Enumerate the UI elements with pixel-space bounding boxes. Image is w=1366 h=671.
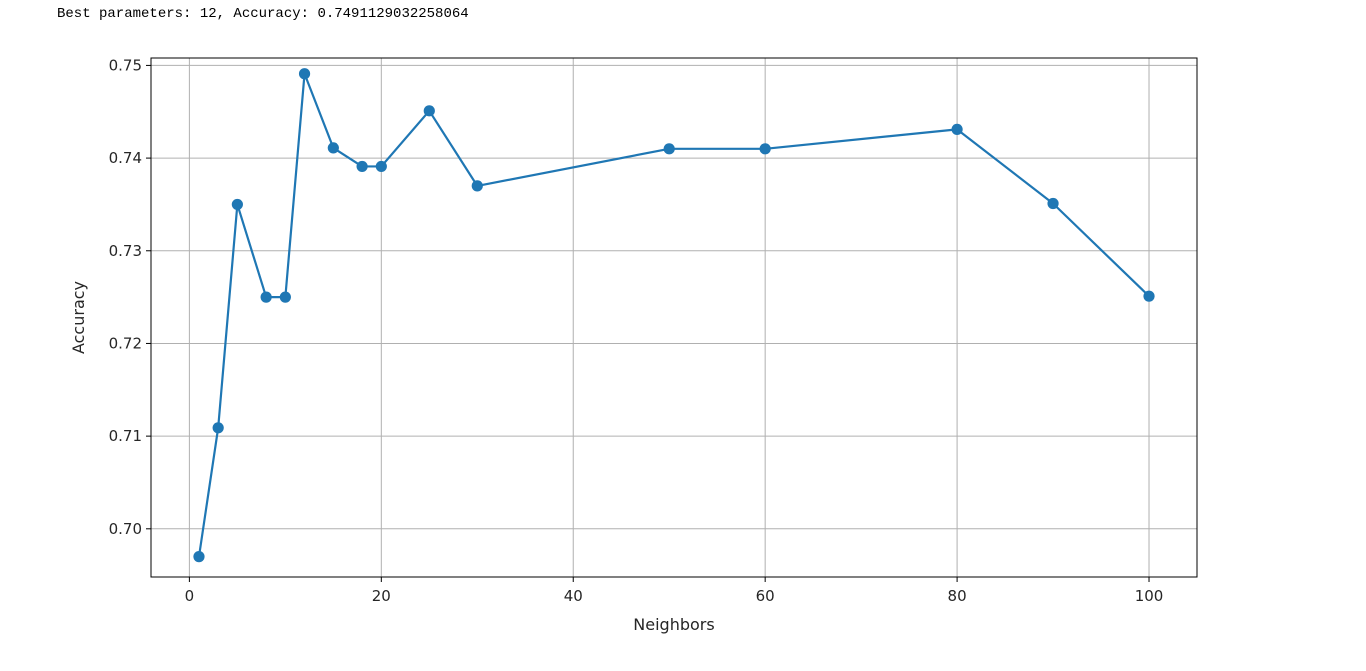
y-tick-label: 0.74 [109,149,142,167]
plot-frame [150,57,1198,578]
data-point-marker [193,551,205,563]
y-tick-label: 0.72 [109,334,142,352]
data-point-marker [375,160,387,173]
series-line [197,72,1150,557]
grid-layer [151,58,1197,577]
x-tick-label: 40 [564,587,583,605]
data-point-marker [1047,197,1059,210]
data-point-marker [356,160,368,173]
x-tick-label: 0 [185,587,195,605]
data-point-marker [327,142,339,154]
data-point-marker [279,291,291,303]
y-tick-label: 0.73 [109,242,142,260]
x-tick-label: 20 [372,587,391,605]
data-point-marker [423,105,435,117]
x-tick-label: 60 [756,587,775,605]
x-axis-label: Neighbors [633,615,714,634]
data-point-marker [260,291,272,303]
y-tick-label: 0.75 [109,56,142,74]
data-point-marker [663,143,675,155]
y-tick-label: 0.71 [109,427,142,445]
data-point-marker [1143,290,1155,302]
data-point-marker [298,68,311,80]
y-tick-label: 0.70 [109,520,142,538]
x-tick-label: 100 [1135,587,1164,605]
data-point-marker [231,198,243,211]
y-axis-label: Accuracy [69,281,88,354]
data-point-marker [212,422,224,434]
series-layer [193,68,1155,563]
data-point-marker [951,123,963,135]
tick-layer: 0 20 40 60 80 100 0.70 0.71 0.72 0.73 0.74 0.75 [109,56,1164,605]
x-tick-label: 80 [948,587,967,605]
data-point-marker [471,180,483,192]
console-output-text: Best parameters: 12, Accuracy: 0.7491129… [57,6,469,22]
data-point-marker [759,143,771,155]
